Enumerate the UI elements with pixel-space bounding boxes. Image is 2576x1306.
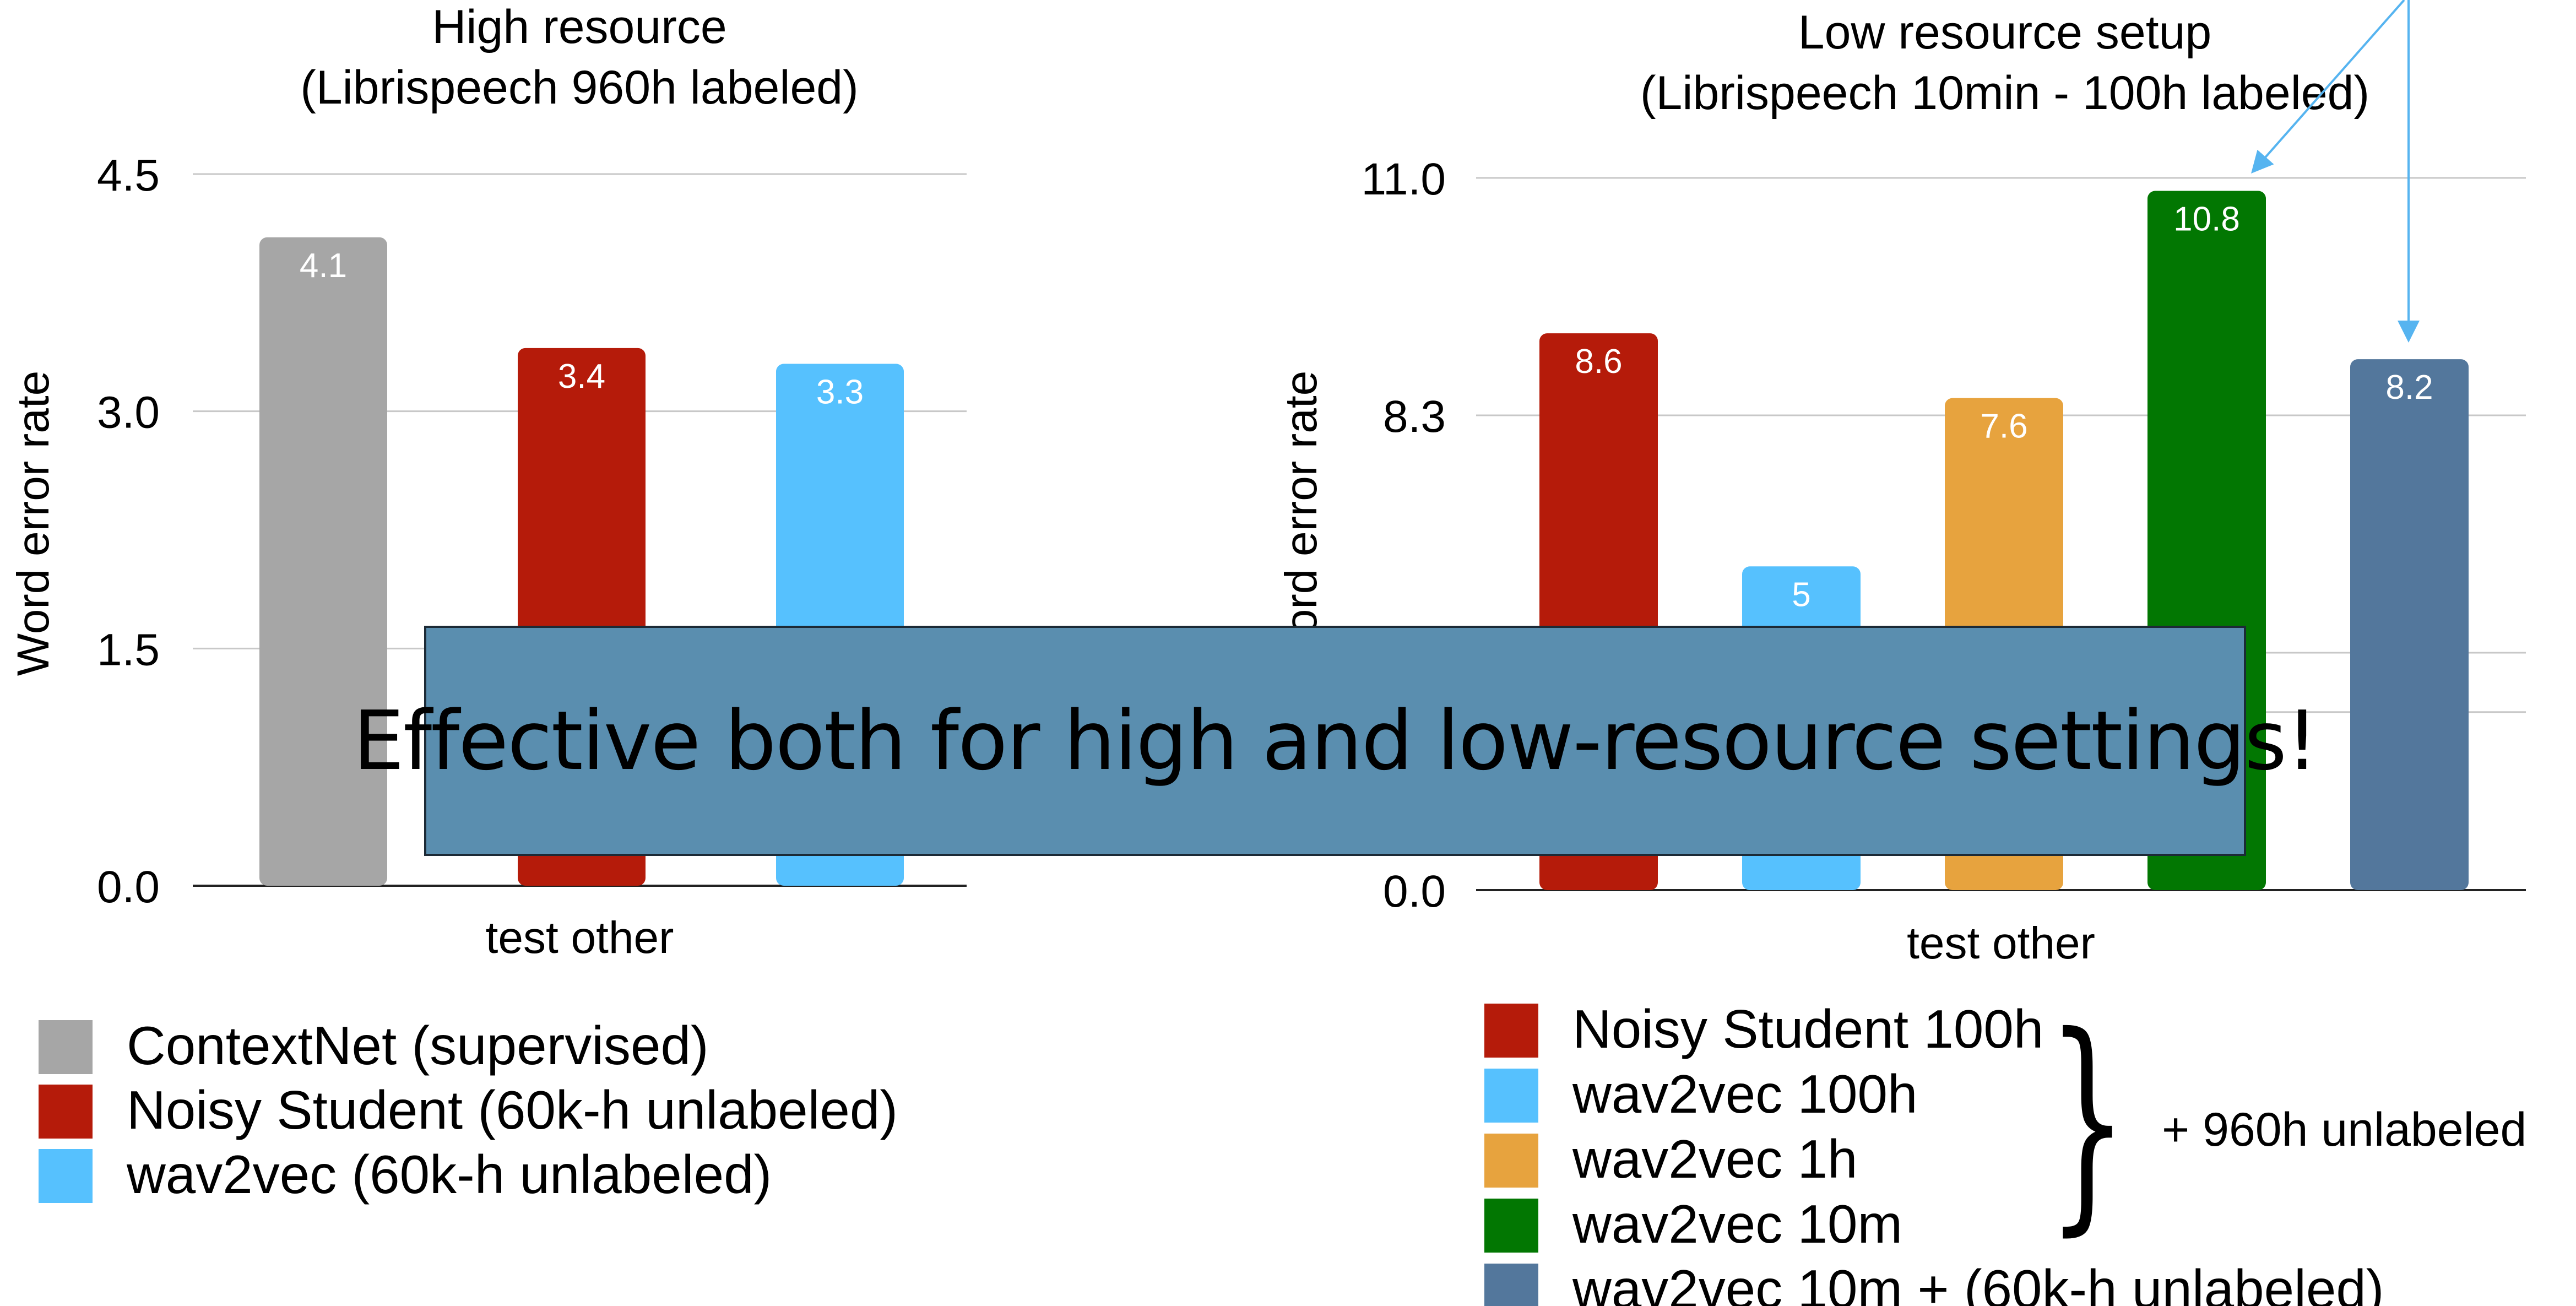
legend-label: wav2vec 10m (1572, 1194, 1902, 1254)
legend-label: wav2vec 1h (1572, 1129, 1858, 1189)
chart-subtitle: (Librispeech 10min - 100h labeled) (1640, 67, 2369, 120)
legend-label: wav2vec 10m + (60k-h unlabeled) (1572, 1259, 2384, 1306)
y-tick-label: 1.5 (97, 625, 160, 675)
legend-swatch (1484, 1264, 1538, 1306)
legend-swatch (1484, 1199, 1538, 1253)
curly-brace: } (2047, 986, 2128, 1255)
y-tick-label: 4.5 (97, 150, 160, 200)
y-axis-label: Word error rate (8, 371, 58, 676)
legend-label: wav2vec (60k-h unlabeled) (126, 1144, 772, 1205)
highlight-banner: Effective both for high and low-resource… (353, 626, 2318, 856)
bar-data-label: 5 (1792, 576, 1810, 614)
legend-swatch (1484, 1134, 1538, 1188)
legend-swatch (39, 1020, 93, 1074)
y-tick-label: 8.3 (1383, 392, 1446, 442)
y-tick-label: 11.0 (1361, 154, 1446, 204)
chart-title: Low resource setup (1798, 6, 2212, 59)
bar-data-label: 8.2 (2385, 369, 2433, 407)
chart-subtitle: (Librispeech 960h labeled) (300, 61, 859, 114)
chart-title: High resource (432, 1, 726, 53)
brace-note: + 960h unlabeled (2162, 1103, 2526, 1156)
bar-data-label: 8.6 (1575, 343, 1622, 381)
y-axis-label: Word error rate (1276, 371, 1326, 676)
bar (2350, 359, 2469, 890)
legend-swatch (39, 1149, 93, 1203)
legend-label: Noisy Student 100h (1572, 999, 2043, 1059)
x-axis-label: test other (1907, 918, 2095, 968)
banner-text: Effective both for high and low-resource… (352, 693, 2319, 788)
bar-data-label: 10.8 (2173, 200, 2240, 239)
legend-label: ContextNet (supervised) (127, 1015, 709, 1076)
legend-label: wav2vec 100h (1572, 1064, 1918, 1124)
annotation-arrows (2251, 0, 2420, 343)
bar (259, 237, 387, 886)
legend-label: Noisy Student (60k-h unlabeled) (127, 1080, 898, 1140)
bar-data-label: 3.4 (558, 357, 605, 395)
y-tick-label: 0.0 (97, 862, 160, 912)
y-tick-label: 0.0 (1383, 866, 1446, 917)
legend-swatch (1484, 1069, 1538, 1123)
chart-high-resource: High resource (Librispeech 960h labeled) 4… (8, 1, 967, 1205)
bar-data-label: 3.3 (816, 373, 864, 411)
x-axis-label: test other (486, 913, 674, 963)
bar-data-label: 7.6 (1980, 408, 2027, 446)
y-tick-label: 3.0 (97, 388, 160, 438)
legend-swatch (39, 1085, 93, 1139)
legend-swatch (1484, 1004, 1538, 1058)
arrow-to-wav2vec-10m (2251, 0, 2405, 174)
bar-data-label: 4.1 (300, 247, 347, 285)
